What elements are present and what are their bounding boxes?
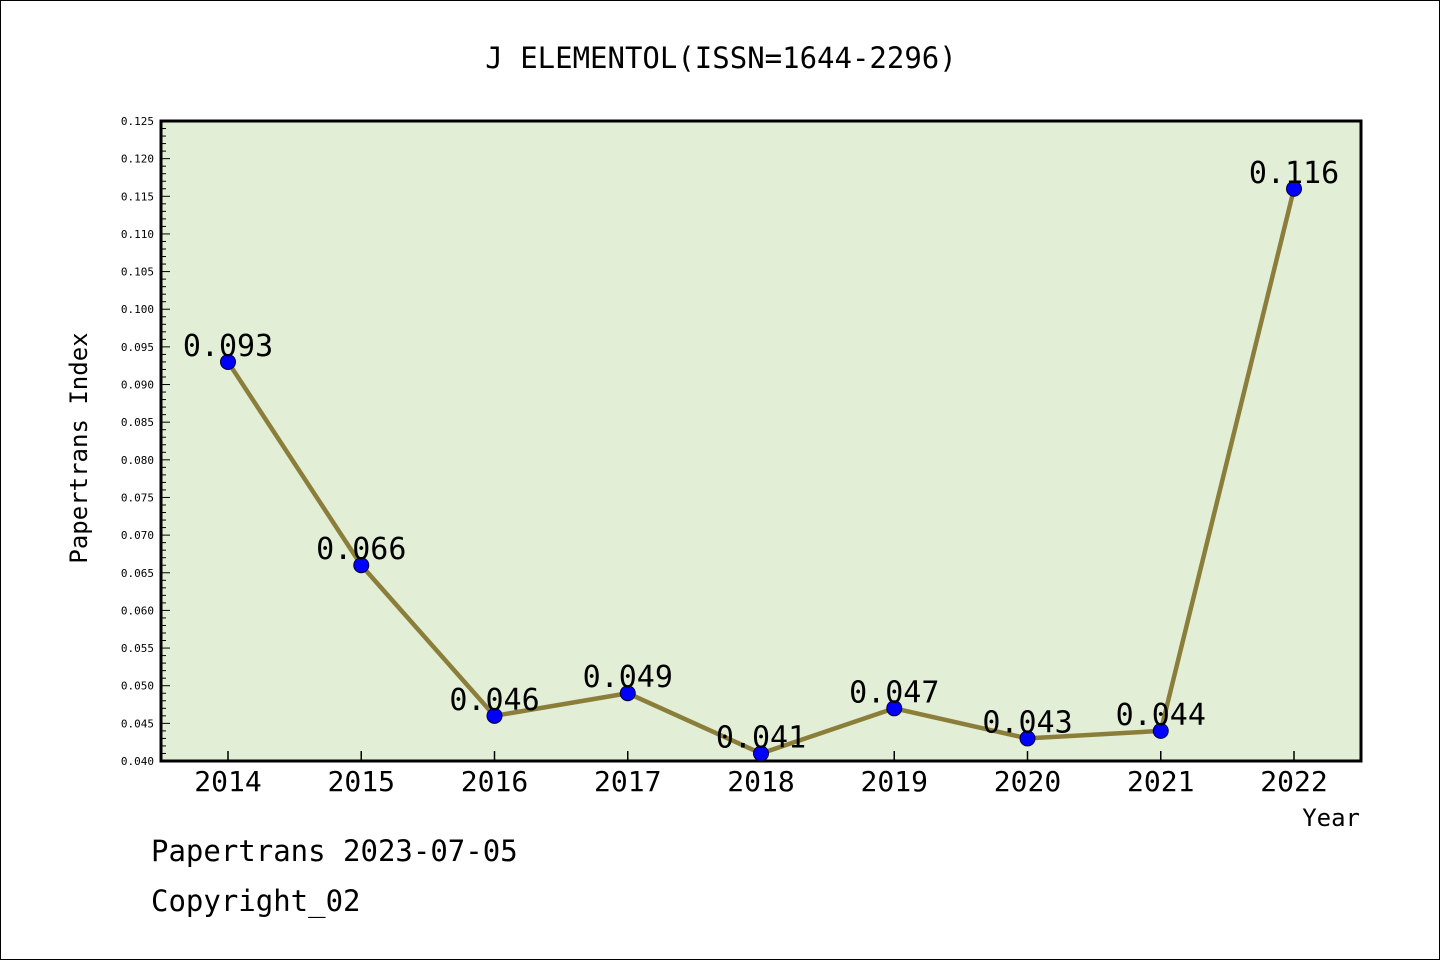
y-tick-label: 0.095 [121,341,154,354]
x-tick-label: 2014 [194,765,261,798]
y-tick-label: 0.115 [121,190,154,203]
x-tick-label: 2015 [328,765,395,798]
y-tick-label: 0.050 [121,680,154,693]
data-point [886,700,903,717]
x-tick-label: 2022 [1260,765,1327,798]
chart-title: J ELEMENTOL(ISSN=1644-2296) [485,41,956,75]
x-tick-label: 2020 [994,765,1061,798]
footer-copyright: Copyright_02 [151,884,361,918]
y-tick-label: 0.090 [121,379,154,392]
data-point [220,353,236,370]
y-tick-label: 0.100 [121,303,154,316]
x-tick-label: 2018 [727,765,794,798]
data-labels: 0.093 0.066 0.046 0.049 0.041 0.047 0.043 0.044… [183,156,1339,756]
data-label: 0.047 [849,675,939,710]
data-point [753,745,769,762]
data-label: 0.043 [982,705,1072,740]
x-axis: 2014 2015 2016 2017 2018 2019 2020 2021 2022 [194,751,1328,798]
y-axis-label: Papertrans Index [65,332,93,563]
data-point [353,557,370,574]
y-tick-label: 0.045 [121,717,154,730]
data-point [1019,730,1036,747]
data-label: 0.044 [1116,698,1206,733]
y-tick-label: 0.080 [121,454,154,467]
data-label: 0.116 [1249,156,1339,191]
series-markers [220,180,1302,762]
data-label: 0.046 [449,683,539,718]
y-tick-label: 0.065 [121,567,154,580]
y-tick-label: 0.125 [121,115,154,128]
y-tick-label: 0.060 [121,604,154,617]
data-label: 0.093 [183,329,273,364]
y-tick-label: 0.110 [121,228,154,241]
plot-area [159,119,1363,763]
y-tick-label: 0.070 [121,529,154,542]
data-label: 0.066 [316,532,406,567]
data-point [1152,722,1169,739]
y-tick-label: 0.075 [121,491,154,504]
y-tick-label: 0.055 [121,642,154,655]
y-tick-label: 0.040 [121,755,154,768]
y-tick-label: 0.105 [121,266,154,279]
y-axis: 0.040 0.045 0.050 0.055 0.060 0.065 0.070 0.075… [121,115,170,768]
data-label: 0.041 [716,720,806,755]
x-tick-label: 2019 [861,765,928,798]
data-point [1286,180,1302,197]
y-tick-label: 0.085 [121,416,154,429]
x-axis-label: Year [1302,804,1360,832]
x-tick-label: 2021 [1127,765,1194,798]
y-tick-label: 0.120 [121,153,154,166]
footer-date: Papertrans 2023-07-05 [151,834,518,868]
x-tick-label: 2017 [594,765,661,798]
data-point [619,685,636,702]
data-label: 0.049 [583,660,673,695]
x-tick-label: 2016 [461,765,528,798]
data-point [486,707,503,724]
